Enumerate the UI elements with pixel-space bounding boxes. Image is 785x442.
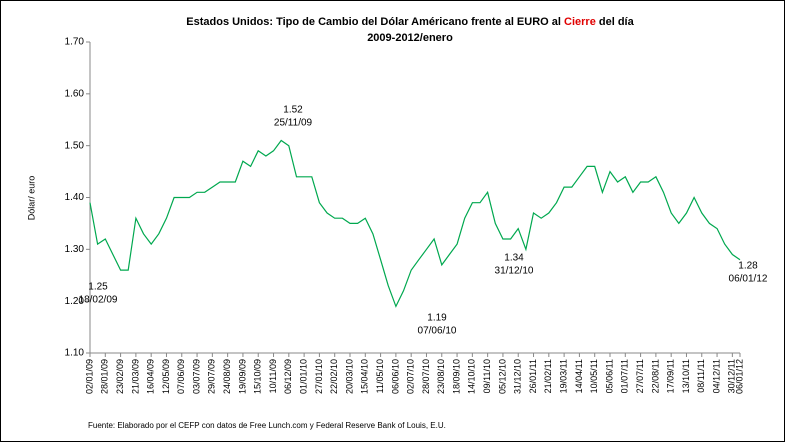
annotation-date: 31/12/10 bbox=[495, 266, 534, 277]
x-tick-label: 19/03/11 bbox=[558, 359, 568, 393]
annotation-date: 07/06/10 bbox=[418, 326, 457, 337]
x-tick-label: 28/01/09 bbox=[100, 359, 110, 394]
y-axis-label: Dólar/ euro bbox=[26, 176, 36, 221]
x-tick-label: 29/07/09 bbox=[207, 359, 217, 394]
title-part: Cierre bbox=[564, 16, 596, 28]
annotation-date: 06/01/12 bbox=[729, 274, 768, 285]
x-tick-label: 08/11/11 bbox=[696, 359, 706, 393]
x-tick-label: 01/07/11 bbox=[620, 359, 630, 393]
source-note: Fuente: Elaborado por el CEFP con datos … bbox=[88, 421, 446, 430]
x-tick-label: 02/07/10 bbox=[406, 359, 416, 394]
y-tick-label: 1.10 bbox=[65, 348, 85, 359]
x-tick-label: 18/09/10 bbox=[451, 359, 461, 394]
annotation-date: 18/02/09 bbox=[79, 295, 118, 306]
annotation-value: 1.34 bbox=[504, 253, 524, 264]
annotation-value: 1.52 bbox=[283, 105, 303, 116]
x-tick-label: 10/05/11 bbox=[589, 359, 599, 393]
x-tick-label: 23/08/10 bbox=[436, 359, 446, 394]
y-tick-label: 1.70 bbox=[65, 37, 85, 48]
x-tick-label: 13/10/11 bbox=[681, 359, 691, 393]
x-tick-label: 27/07/11 bbox=[635, 359, 645, 393]
x-tick-label: 05/06/11 bbox=[604, 359, 614, 393]
x-tick-label: 01/01/10 bbox=[298, 359, 308, 394]
x-tick-label: 14/04/11 bbox=[574, 359, 584, 393]
x-tick-label: 24/08/09 bbox=[222, 359, 232, 394]
x-tick-label: 11/05/10 bbox=[375, 359, 385, 393]
x-tick-label: 28/07/10 bbox=[421, 359, 431, 394]
y-tick-label: 1.20 bbox=[65, 296, 85, 307]
annotation-value: 1.19 bbox=[427, 313, 447, 324]
x-tick-label: 19/09/09 bbox=[237, 359, 247, 394]
x-tick-label: 22/02/10 bbox=[329, 359, 339, 394]
x-tick-label: 02/01/09 bbox=[84, 359, 94, 394]
y-tick-label: 1.60 bbox=[65, 88, 85, 99]
data-line bbox=[89, 139, 741, 308]
x-tick-label: 21/03/09 bbox=[130, 359, 140, 394]
annotation-date: 25/11/09 bbox=[274, 118, 313, 129]
x-tick-label: 21/02/11 bbox=[543, 359, 553, 393]
x-tick-label: 07/06/09 bbox=[176, 359, 186, 394]
x-tick-label: 04/12/11 bbox=[711, 359, 721, 393]
y-tick-label: 1.30 bbox=[65, 244, 85, 255]
x-tick-label: 26/01/11 bbox=[528, 359, 538, 393]
x-tick-label: 17/09/11 bbox=[666, 359, 676, 393]
y-tick-label: 1.50 bbox=[65, 140, 85, 151]
x-tick-label: 22/08/11 bbox=[650, 359, 660, 393]
x-tick-label: 30/12/11 bbox=[727, 359, 737, 393]
x-tick-label: 16/04/09 bbox=[146, 359, 156, 394]
title-part: Estados Unidos: Tipo de Cambio del Dólar… bbox=[186, 16, 564, 28]
x-tick-label: 03/07/09 bbox=[191, 359, 201, 394]
x-tick-label: 09/11/10 bbox=[482, 359, 492, 393]
x-tick-label: 06/06/10 bbox=[390, 359, 400, 394]
x-tick-label: 14/10/10 bbox=[467, 359, 477, 394]
x-tick-label: 23/02/09 bbox=[115, 359, 125, 394]
chart-title: Estados Unidos: Tipo de Cambio del Dólar… bbox=[186, 16, 634, 28]
chart-subtitle: 2009-2012/enero bbox=[367, 32, 453, 44]
x-tick-label: 06/01/12 bbox=[734, 359, 744, 394]
annotation-value: 1.28 bbox=[738, 261, 758, 272]
x-tick-label: 20/03/10 bbox=[344, 359, 354, 394]
x-tick-label: 31/12/10 bbox=[513, 359, 523, 394]
x-tick-label: 15/04/10 bbox=[360, 359, 370, 394]
x-tick-label: 15/10/09 bbox=[253, 359, 263, 394]
title-part: del día bbox=[596, 16, 635, 28]
x-tick-label: 12/05/09 bbox=[161, 359, 171, 394]
y-tick-label: 1.40 bbox=[65, 192, 85, 203]
x-tick-label: 10/11/09 bbox=[268, 359, 278, 393]
x-tick-label: 27/01/10 bbox=[314, 359, 324, 394]
x-tick-label: 06/12/09 bbox=[283, 359, 293, 394]
x-tick-label: 05/12/10 bbox=[497, 359, 507, 394]
annotation-value: 1.25 bbox=[88, 282, 108, 293]
